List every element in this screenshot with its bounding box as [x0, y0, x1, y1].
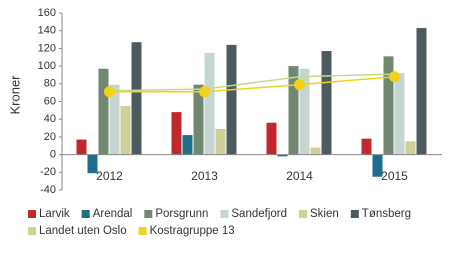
legend-swatch: [28, 210, 36, 218]
bar: [405, 141, 416, 155]
y-tick-label: 0: [50, 149, 56, 161]
legend-label: Kostragruppe 13: [150, 225, 235, 237]
bar: [394, 73, 405, 155]
y-tick-label: 80: [44, 78, 56, 90]
y-tick-label: -20: [40, 166, 56, 178]
bar: [120, 105, 131, 155]
x-tick-label: 2014: [286, 169, 313, 183]
y-tick-label: 40: [44, 113, 56, 125]
legend-label: Landet uten Oslo: [39, 225, 127, 237]
bar: [361, 138, 372, 155]
y-axis-label: Kroner: [7, 75, 22, 115]
legend-label: Porsgrunn: [155, 208, 208, 220]
line: [109, 73, 395, 92]
bar: [321, 51, 332, 155]
legend-swatch: [138, 227, 147, 235]
y-tick-label: 60: [44, 95, 56, 107]
bar: [215, 128, 226, 155]
bar: [109, 84, 120, 155]
bar: [416, 28, 427, 155]
legend-label: Sandefjord: [231, 208, 287, 220]
y-tick-label: 140: [38, 25, 56, 37]
bar: [131, 42, 142, 155]
bar: [372, 154, 383, 177]
y-tick-label: 160: [38, 7, 56, 19]
bar: [76, 139, 87, 155]
y-tick-label: -40: [40, 184, 56, 196]
bar: [266, 122, 277, 155]
bar: [204, 52, 215, 155]
legend-label: Larvik: [39, 208, 70, 220]
bar: [299, 68, 310, 155]
legend-swatch: [81, 210, 90, 218]
marker: [104, 86, 115, 98]
y-tick-label: 120: [38, 42, 56, 54]
marker: [199, 86, 210, 98]
bar: [277, 154, 288, 157]
legend-swatch: [28, 227, 36, 235]
legend-swatch: [350, 210, 359, 218]
bar: [98, 68, 109, 155]
x-tick-label: 2012: [96, 169, 123, 183]
y-tick-label: 100: [38, 60, 56, 72]
legend-swatch: [220, 210, 229, 218]
bar: [383, 56, 394, 155]
marker: [294, 79, 305, 91]
bar: [182, 135, 193, 155]
legend-swatch: [144, 210, 153, 218]
legend-label: Tønsberg: [362, 208, 411, 220]
bar: [310, 147, 321, 155]
bar: [288, 66, 299, 155]
bar: [171, 112, 182, 155]
bar: [87, 154, 98, 174]
x-tick-label: 2015: [381, 169, 408, 183]
x-tick-label: 2013: [191, 169, 218, 183]
line: [109, 75, 395, 93]
bar: [226, 44, 237, 155]
marker: [389, 71, 400, 83]
y-tick-label: 20: [44, 131, 56, 143]
legend-swatch: [299, 210, 308, 218]
bar: [193, 84, 204, 155]
legend-label: Skien: [310, 208, 339, 220]
legend-label: Arendal: [93, 208, 133, 220]
